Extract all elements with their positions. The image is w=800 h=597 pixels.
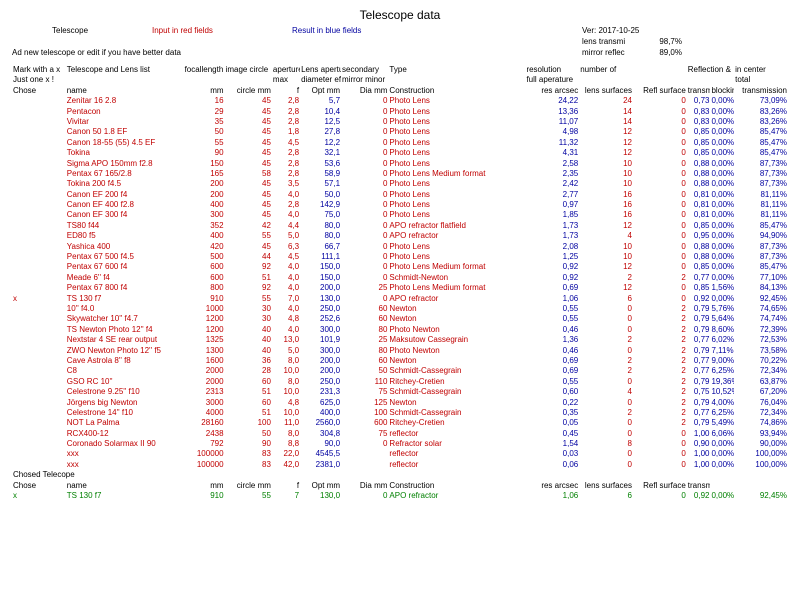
data-table: Mark with a x Telescope and Lens list fo… (12, 65, 788, 501)
table-row: Pentax 67 500 f4.5500444,5111,10Photo Le… (12, 252, 788, 262)
table-row: TS80 f44352424,480,00APO refractor flatf… (12, 221, 788, 231)
result-legend: Result in blue fields (292, 26, 452, 35)
table-row: Canon EF 300 f4300454,075,00Photo Lens1,… (12, 210, 788, 220)
table-row: xxx1000008342,02381,0reflector0,06001,00… (12, 460, 788, 470)
table-row: TS Newton Photo 12'' f41200404,0300,080P… (12, 325, 788, 335)
chosed-section-label: Chosed Telecope (12, 470, 788, 480)
table-row: 10'' f4.01000304,0250,060Newton0,55020,7… (12, 304, 788, 314)
table-row: Celestrone 9.25'' f1023135110,0231,375Sc… (12, 387, 788, 397)
group-header-1: Mark with a x Telescope and Lens list fo… (12, 65, 788, 75)
table-row: Canon EF 200 f4200454,050,00Photo Lens2,… (12, 190, 788, 200)
telescope-label: Telescope (52, 26, 152, 35)
add-new-label: Ad new telescope or edit if you have bet… (12, 48, 312, 57)
table-row: Pentax 67 165/2.8165582,858,90Photo Lens… (12, 169, 788, 179)
table-row: Pentacon29452,810,40Photo Lens13,361400,… (12, 107, 788, 117)
table-row: Tokina 200 f4.5200453,557,10Photo Lens2,… (12, 179, 788, 189)
table-row: Pentax 67 800 f4800924,0200,025Photo Len… (12, 283, 788, 293)
table-row: Tokina90452,832,10Photo Lens4,311200,850… (12, 148, 788, 158)
table-row: Yashica 400420456,366,70Photo Lens2,0810… (12, 242, 788, 252)
table-row: ZWO Newton Photo 12'' f51300405,0300,080… (12, 346, 788, 356)
table-row: Zenitar 16 2.816452,85,70Photo Lens24,22… (12, 96, 788, 106)
group-header-2: Just one x ! max diameter eff mirror min… (12, 75, 788, 85)
page-title: Telescope data (12, 8, 788, 22)
input-legend: Input in red fields (152, 26, 292, 35)
table-row: xxx1000008322,04545,5reflector0,03001,00… (12, 449, 788, 459)
table-row: NOT La Palma2816010011,02560,0600Ritchey… (12, 418, 788, 428)
table-row: Meade 6'' f4600514,0150,00Schmidt-Newton… (12, 273, 788, 283)
lens-transmi-value: 98,7% (642, 37, 682, 46)
table-row: Skywatcher 10'' f4.71200304,8252,660Newt… (12, 314, 788, 324)
table-row: C820002810,0200,050Schmidt-Cassegrain0,6… (12, 366, 788, 376)
table-row: Vivitar35452,812,50Photo Lens11,071400,8… (12, 117, 788, 127)
header-legend: Telescope Input in red fields Result in … (12, 26, 788, 35)
table-row: Cave Astrola 8'' f81600368,0200,060Newto… (12, 356, 788, 366)
column-header: Chose name mm circle mm f Opt mm Dia mm … (12, 86, 788, 96)
lens-transmi-label: lens transmi (582, 37, 642, 46)
table-row: Nextstar 4 SE rear output13254013,0101,9… (12, 335, 788, 345)
table-row: GSO RC 10''2000608,0250,0110Ritchey-Cret… (12, 377, 788, 387)
chosed-header: Chose name mm circle mm f Opt mm Dia mm … (12, 481, 788, 491)
table-row: Coronado Solarmax II 90792908,890,00Refr… (12, 439, 788, 449)
table-row: Celestrone 14'' f1040005110,0400,0100Sch… (12, 408, 788, 418)
mirror-reflec-label: mirror reflec (582, 48, 642, 57)
table-row: Canon 18-55 (55) 4.5 EF55454,512,20Photo… (12, 138, 788, 148)
table-row: Pentax 67 600 f4600924,0150,00Photo Lens… (12, 262, 788, 272)
version-label: Ver: 2017-10-25 (582, 26, 682, 35)
mirror-reflec-value: 89,0% (642, 48, 682, 57)
table-row: ED80 f5400555,080,00APO refractor1,73400… (12, 231, 788, 241)
chosed-row: x TS 130 f7 910 55 7 130,0 0 APO refract… (12, 491, 788, 501)
table-row: xTS 130 f7910557,0130,00APO refractor1,0… (12, 294, 788, 304)
table-row: Jörgens big Newton3000604,8625,0125Newto… (12, 398, 788, 408)
table-row: Sigma APO 150mm f2.8150452,853,60Photo L… (12, 159, 788, 169)
table-row: Canon EF 400 f2.8400452,8142,90Photo Len… (12, 200, 788, 210)
table-row: Canon 50 1.8 EF50451,827,80Photo Lens4,9… (12, 127, 788, 137)
table-row: RCX400-122438508,0304,875reflector0,4500… (12, 429, 788, 439)
